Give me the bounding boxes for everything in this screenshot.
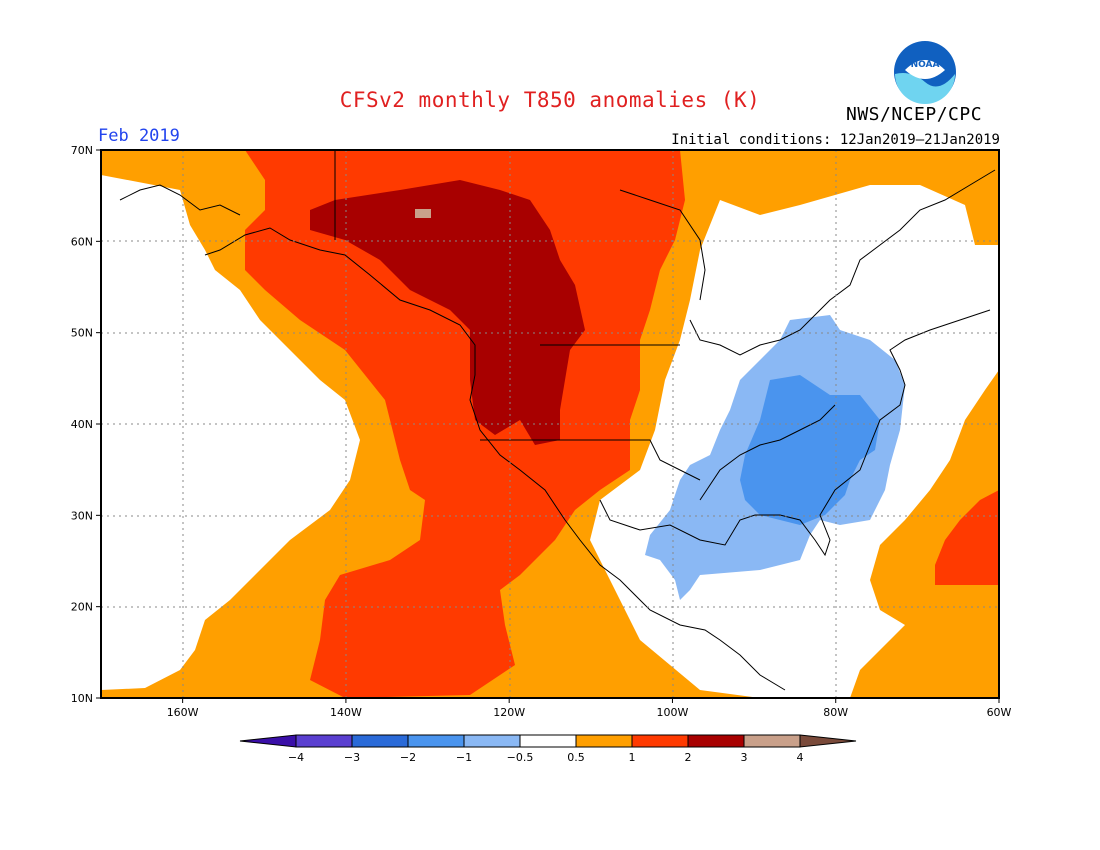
colorbar-label: 4 xyxy=(796,751,804,764)
colorbar-swatch xyxy=(407,734,465,748)
colorbar-end-low xyxy=(239,734,297,748)
colorbar-swatch xyxy=(463,734,521,748)
colorbar-swatch xyxy=(687,734,745,748)
colorbar-label: −3 xyxy=(343,751,361,764)
lat-tick-label: 20N xyxy=(71,601,93,614)
colorbar-swatch xyxy=(519,734,577,748)
anomaly-peak-cell xyxy=(415,209,431,218)
lon-tick-label: 140W xyxy=(330,706,362,719)
lon-tick-label: 80W xyxy=(823,706,848,719)
anomaly-orange-atlantic xyxy=(850,370,999,698)
initial-conditions-label: Initial conditions: 12Jan2019–21Jan2019 xyxy=(671,132,1000,148)
coastlines xyxy=(119,150,996,691)
lon-tick-label: 120W xyxy=(493,706,525,719)
lon-tick-label: 60W xyxy=(987,706,1012,719)
org-label: NWS/NCEP/CPC xyxy=(846,104,983,125)
lat-tick-label: 40N xyxy=(71,418,93,431)
lon-tick-label: 100W xyxy=(657,706,689,719)
colorbar-label: −2 xyxy=(399,751,417,764)
colorbar-label: 3 xyxy=(740,751,748,764)
colorbar-swatch xyxy=(575,734,633,748)
lat-tick-label: 10N xyxy=(71,692,93,705)
noaa-logo: NOAA xyxy=(894,41,956,104)
lat-tick-label: 50N xyxy=(71,327,93,340)
lat-tick-label: 70N xyxy=(71,144,93,157)
anomaly-darkred-region xyxy=(310,180,585,445)
svg-text:NOAA: NOAA xyxy=(911,60,940,70)
anomaly-red-atlantic xyxy=(935,490,999,585)
colorbar-swatch xyxy=(631,734,689,748)
colorbar-swatch xyxy=(743,734,801,748)
colorbar-label: −1 xyxy=(455,751,473,764)
month-label: Feb 2019 xyxy=(98,126,180,146)
lon-tick-label: 160W xyxy=(167,706,199,719)
colorbar-label: 1 xyxy=(628,751,636,764)
lat-tick-label: 60N xyxy=(71,235,93,248)
colorbar xyxy=(239,734,857,748)
lat-tick-label: 30N xyxy=(71,509,93,522)
grid xyxy=(101,150,999,698)
colorbar-label: 0.5 xyxy=(567,751,585,764)
colorbar-label: −0.5 xyxy=(506,751,534,764)
colorbar-swatch xyxy=(351,734,409,748)
colorbar-label: 2 xyxy=(684,751,692,764)
page-title: CFSv2 monthly T850 anomalies (K) xyxy=(339,88,761,112)
anomaly-blue-region xyxy=(740,375,880,525)
colorbar-swatch xyxy=(295,734,353,748)
anomaly-orange-east xyxy=(720,150,999,245)
colorbar-end-high xyxy=(799,734,857,748)
colorbar-label: −4 xyxy=(287,751,305,764)
